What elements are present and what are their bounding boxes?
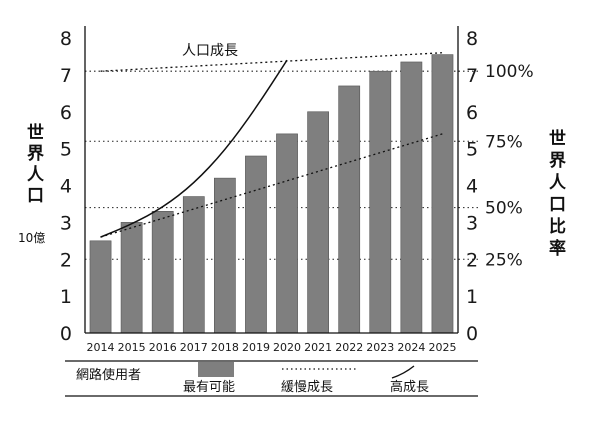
right-percent-label: 50% [485,199,523,219]
right-tick-label: 5 [466,139,478,161]
right-tick-label: 4 [466,176,478,198]
right-tick-label: 2 [466,249,478,271]
legend-label-most-likely: 最有可能 [183,380,235,395]
left-tick-label: 3 [60,212,72,234]
bar-2025 [431,54,454,334]
bar-2016 [151,211,174,334]
right-tick-label: 1 [466,286,478,308]
bar-2017 [182,196,205,334]
bar-2021 [307,111,329,334]
annotation-population-growth: 人口成長 [182,43,238,59]
right-percent-label: 25% [485,250,523,270]
right-tick-label: 3 [466,212,478,234]
x-tick-label: 2021 [304,341,332,354]
bar-2018 [214,177,236,334]
left-tick-label: 4 [60,176,72,198]
left-tick-label: 0 [60,323,72,345]
left-tick-label: 7 [60,65,72,87]
right-tick-label: 0 [466,323,478,345]
x-tick-label: 2016 [149,341,177,354]
left-axis-unit: 10億 [18,231,45,245]
x-tick-label: 2020 [273,341,301,354]
bar-2015 [120,222,143,334]
right-axis-label: 世界人口比率 [549,129,567,259]
right-tick-label: 8 [466,28,478,50]
right-percent-label: 100% [485,62,534,82]
legend: 網路使用者 最有可能 緩慢成長 高成長 [65,360,478,397]
x-tick-label: 2015 [118,341,146,354]
x-tick-label: 2025 [428,341,456,354]
x-tick-label: 2023 [366,341,394,354]
line-population-growth [100,52,443,72]
x-tick-label: 2024 [397,341,425,354]
x-tick-label: 2014 [87,341,115,354]
x-tick-label: 2018 [211,341,239,354]
bar-2024 [400,61,423,334]
left-tick-label: 6 [60,102,72,124]
right-tick-label: 6 [466,102,478,124]
left-tick-label: 5 [60,139,72,161]
bar-2020 [276,133,298,334]
x-tick-label: 2019 [242,341,270,354]
left-tick-label: 1 [60,286,72,308]
right-tick-label: 7 [466,65,478,87]
legend-label-high-growth: 高成長 [390,379,429,395]
bar-2023 [369,70,392,334]
legend-label-slow-growth: 緩慢成長 [281,379,333,395]
right-percent-label: 75% [485,132,523,152]
bar-2014 [89,240,112,334]
bar-2022 [338,85,361,334]
x-tick-label: 2022 [335,341,363,354]
left-tick-label: 2 [60,249,72,271]
left-tick-label: 8 [60,28,72,50]
legend-swatch-high-growth [391,365,415,379]
line-slow-growth [100,133,443,238]
left-axis-label: 世界人口 [27,123,45,206]
x-tick-label: 2017 [180,341,208,354]
legend-swatch-most-likely [198,362,234,377]
bar-2019 [245,155,267,334]
line-high-growth [100,59,288,238]
legend-title: 網路使用者 [76,367,141,383]
